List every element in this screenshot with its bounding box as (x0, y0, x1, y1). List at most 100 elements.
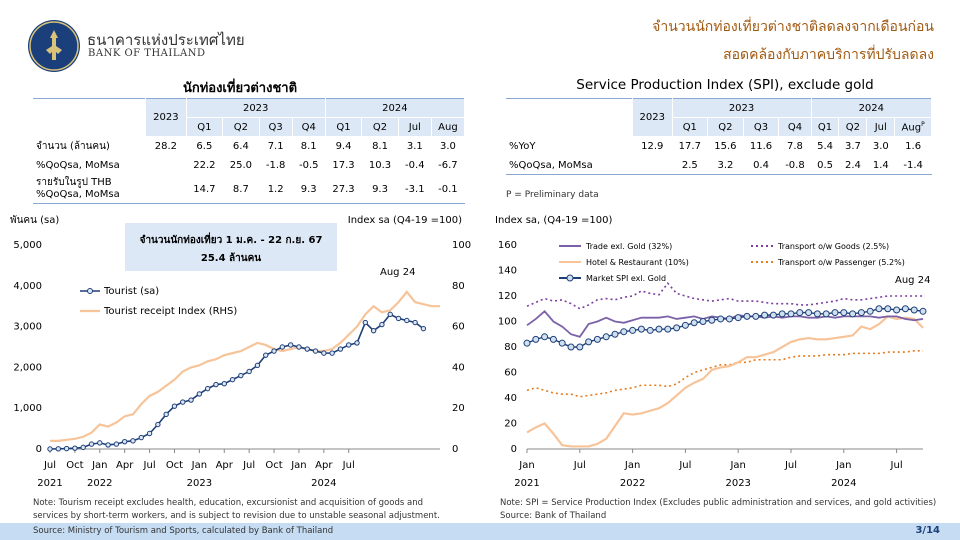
col-header: Q4 (778, 117, 812, 137)
x-year-label: 2022 (620, 478, 645, 489)
tourist-chart: พันคน (sa) Index sa (Q4-19 =100) 0 1,000 2,0… (10, 215, 471, 489)
row-label: จำนวน (ล้านคน) (33, 136, 147, 156)
y-tick-label: 120 (498, 291, 517, 302)
market-spi-point (893, 306, 901, 314)
legend-market-label: Market SPI exl. Gold (586, 274, 666, 283)
year-col-header: 2023 (632, 98, 673, 137)
tourist-point (370, 327, 377, 334)
x-tick-label: Jan (191, 460, 207, 471)
cell: 3.7 (838, 136, 868, 156)
x-year-label: 2024 (831, 478, 856, 489)
preliminary-note: P = Preliminary data (506, 190, 599, 200)
cell: 25.0 (222, 155, 260, 175)
cell: 2.4 (838, 155, 868, 175)
x-tick-label: Oct (265, 460, 282, 471)
tourist-point (130, 438, 136, 444)
table-corner (506, 98, 633, 118)
market-spi-point (849, 310, 857, 318)
note-line: services by short-term workers, and is s… (33, 511, 440, 521)
tourist-point (121, 438, 128, 445)
market-spi-point (523, 339, 531, 347)
market-spi-point (761, 311, 769, 319)
cell: 15.6 (707, 136, 744, 156)
bot-logo (28, 20, 80, 72)
cell: 17.3 (324, 155, 363, 175)
note-line: Note: SPI = Service Production Index (Ex… (500, 498, 937, 508)
cell: 6.5 (185, 136, 224, 156)
x-tick-label: Oct (66, 460, 83, 471)
legend-marker-tourist (87, 288, 93, 294)
cell: 10.3 (361, 155, 399, 175)
market-spi-point (875, 305, 883, 313)
cell: 27.3 (324, 174, 363, 204)
cell: 8.7 (222, 174, 260, 204)
headline-line-1: จำนวนนักท่องเที่ยวต่างชาติลดลงจากเดือนก่… (652, 19, 934, 35)
bank-name-english: BANK OF THAILAND (88, 48, 206, 59)
legend-label-tourist: Tourist (sa) (103, 286, 159, 297)
tourist-point (296, 344, 302, 350)
tourist-point (72, 445, 78, 451)
tourist-point (221, 381, 227, 387)
market-spi-point (576, 343, 584, 351)
market-spi-point (673, 324, 681, 332)
market-spi-point (743, 312, 751, 320)
x-year-label: 2023 (187, 478, 212, 489)
cell: 3.0 (430, 136, 466, 156)
cell: 2.5 (671, 155, 709, 175)
y-tick-label: 40 (504, 393, 517, 404)
page-number: 3/14 (915, 525, 940, 536)
x-tick-label: Jul (143, 460, 156, 471)
market-spi-point (655, 325, 663, 333)
aug-24-label: Aug 24 (895, 275, 930, 286)
col-header: Q1 (185, 117, 224, 137)
tourist-point (171, 403, 178, 409)
table-corner-2 (506, 117, 633, 137)
market-spi-point (681, 321, 689, 329)
tourist-point (362, 319, 369, 326)
y-left-tick-label: 4,000 (13, 281, 42, 292)
market-spi-point (734, 314, 742, 322)
market-spi-point (690, 319, 698, 327)
cell: -0.8 (778, 155, 812, 175)
market-spi-point (787, 310, 795, 318)
market-spi-point (708, 316, 716, 324)
cell: 0.5 (810, 155, 840, 175)
series-line-tourist (49, 313, 424, 450)
tourist-point (329, 350, 335, 356)
y-left-tick-label: 2,000 (13, 362, 42, 373)
cell: 14.7 (185, 174, 224, 204)
market-spi-point (602, 333, 610, 341)
market-spi-point (620, 328, 628, 336)
cell: -3.1 (397, 174, 432, 204)
cell: 0.4 (742, 155, 780, 175)
y-right-tick-label: 40 (452, 362, 465, 373)
cell: 1.4 (866, 155, 896, 175)
market-spi-point (699, 318, 707, 325)
x-tick-label: Apr (216, 460, 234, 471)
tourist-point (55, 446, 61, 452)
market-spi-point (840, 309, 848, 317)
x-year-label: 2022 (87, 478, 112, 489)
market-spi-point (769, 311, 777, 319)
right-table-title: Service Production Index (SPI), exclude … (576, 77, 874, 93)
cell: 6.4 (222, 136, 260, 156)
cell: 7.8 (778, 136, 812, 156)
right-notes: Note: SPI = Service Production Index (Ex… (500, 497, 960, 523)
spi-chart: Index sa, (Q4-19 =100) 0 20 40 60 80 100 120 140… (495, 215, 930, 489)
y-axis-title: Index sa, (Q4-19 =100) (495, 215, 613, 226)
tourist-point (321, 350, 327, 356)
x-tick-label: Jul (242, 460, 255, 471)
tourist-point (271, 348, 277, 354)
col-header: AugP (894, 117, 932, 137)
group-2024-header: 2024 (324, 98, 466, 118)
market-spi-point (901, 305, 909, 313)
y-tick-label: 140 (498, 266, 517, 277)
table-row: %QoQsa, MoMsa 22.2 25.0 -1.8 -0.5 17.3 1… (33, 155, 466, 175)
cell (145, 174, 187, 204)
tourist-point (163, 411, 169, 418)
y-tick-label: 80 (504, 342, 517, 353)
col-header: Q3 (258, 117, 293, 137)
tourist-point (188, 397, 194, 403)
tourist-point (346, 342, 352, 348)
market-spi-point (725, 315, 733, 323)
